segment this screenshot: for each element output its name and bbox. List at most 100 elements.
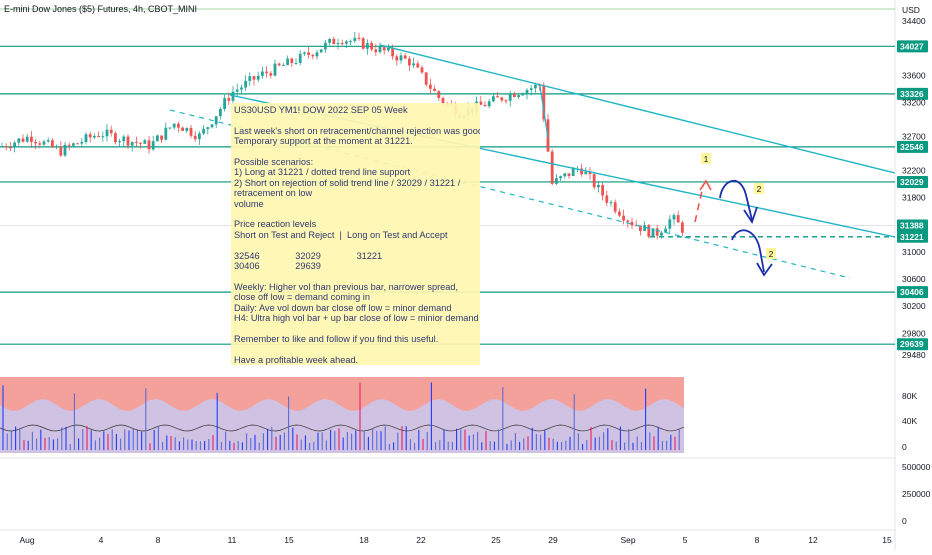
candle-body-59 bbox=[248, 76, 252, 81]
candle-body-85 bbox=[357, 37, 361, 39]
candle-body-143 bbox=[601, 185, 604, 196]
candle-body-69 bbox=[290, 58, 294, 64]
annotation-label-2: 2 bbox=[769, 249, 774, 259]
currency-label: USD bbox=[902, 5, 920, 15]
candle-body-133 bbox=[559, 176, 562, 179]
candle-body-105 bbox=[441, 97, 445, 104]
level-tag-7 bbox=[897, 338, 928, 351]
candle-body-58 bbox=[244, 80, 247, 88]
candle-body-94 bbox=[395, 56, 399, 61]
candle-body-148 bbox=[622, 215, 625, 221]
candle-body-22 bbox=[93, 136, 96, 138]
annotation-label-1: 2 bbox=[757, 184, 762, 194]
candle-body-102 bbox=[429, 84, 432, 89]
analysis-note[interactable]: US30USD YM1! DOW 2022 SEP 05 Week Last w… bbox=[231, 103, 480, 365]
candle-body-6 bbox=[25, 136, 29, 142]
candle-body-88 bbox=[370, 43, 373, 50]
candle-body-34 bbox=[143, 140, 147, 144]
candle-body-66 bbox=[277, 63, 281, 66]
candle-body-98 bbox=[412, 63, 415, 66]
candle-body-125 bbox=[525, 89, 529, 95]
candle-body-62 bbox=[261, 71, 264, 76]
candle-body-114 bbox=[479, 101, 483, 105]
volume-tick-1: 40K bbox=[902, 416, 917, 426]
candle-body-48 bbox=[202, 129, 205, 134]
candle-body-10 bbox=[42, 141, 46, 145]
time-label-13: 15 bbox=[882, 535, 892, 545]
scenario-1-arrowhead bbox=[699, 179, 712, 191]
volume-average-line bbox=[0, 424, 685, 432]
level-tag-6 bbox=[897, 286, 928, 299]
candle-body-28 bbox=[118, 141, 121, 143]
candle-body-0 bbox=[0, 146, 4, 148]
candle-body-89 bbox=[374, 49, 378, 53]
candle-body-95 bbox=[399, 55, 403, 61]
candle-body-142 bbox=[597, 185, 600, 188]
candle-body-47 bbox=[198, 133, 201, 140]
candle-body-60 bbox=[252, 76, 256, 80]
time-label-8: 29 bbox=[548, 535, 558, 545]
level-tag-text-6: 30406 bbox=[900, 287, 924, 297]
candle-body-39 bbox=[164, 127, 168, 140]
price-tick-3: 32700 bbox=[902, 131, 926, 141]
volume-pane: 80K 40K 0 500000 250000 0 bbox=[0, 377, 931, 526]
candle-body-25 bbox=[105, 129, 109, 137]
candle-body-36 bbox=[151, 141, 155, 150]
candle-body-27 bbox=[114, 133, 117, 143]
candle-body-70 bbox=[294, 62, 298, 64]
candle-body-91 bbox=[382, 46, 386, 51]
candle-body-16 bbox=[67, 144, 71, 146]
candle-body-136 bbox=[571, 168, 575, 176]
candle-body-161 bbox=[676, 215, 680, 223]
candle-body-15 bbox=[63, 144, 67, 156]
symbol-title[interactable]: E-mini Dow Jones ($5) Futures, 4h, CBOT_… bbox=[4, 4, 198, 14]
candle-body-87 bbox=[366, 43, 369, 49]
candle-body-124 bbox=[521, 94, 525, 96]
time-label-2: 8 bbox=[156, 535, 161, 545]
candle-body-79 bbox=[332, 38, 336, 45]
candle-body-21 bbox=[88, 134, 92, 138]
candle-body-38 bbox=[160, 135, 163, 140]
candle-body-32 bbox=[135, 141, 138, 143]
candle-body-11 bbox=[46, 140, 50, 142]
candle-body-104 bbox=[437, 91, 441, 98]
candle-body-131 bbox=[550, 151, 554, 184]
candle-body-33 bbox=[139, 142, 142, 144]
channel-connector bbox=[539, 85, 549, 139]
level-tag-text-1: 33326 bbox=[900, 89, 924, 99]
candle-body-1 bbox=[4, 146, 8, 148]
time-label-1: 4 bbox=[99, 535, 104, 545]
candle-body-35 bbox=[147, 140, 151, 150]
candle-body-97 bbox=[408, 58, 411, 66]
candle-body-52 bbox=[219, 108, 222, 117]
scenario-1-path bbox=[694, 185, 704, 223]
candle-body-46 bbox=[193, 135, 197, 140]
annotation-label-0: 1 bbox=[704, 154, 709, 164]
candle-body-153 bbox=[643, 225, 646, 231]
volume-tick-2: 0 bbox=[902, 442, 907, 452]
candle-body-37 bbox=[156, 135, 159, 142]
scenario-2-lower-path bbox=[731, 229, 765, 273]
time-label-0: Aug bbox=[19, 535, 34, 545]
time-label-4: 15 bbox=[284, 535, 294, 545]
annotation-badge-2 bbox=[766, 248, 776, 259]
candle-body-144 bbox=[605, 195, 609, 203]
price-tick-1: 33600 bbox=[902, 70, 926, 80]
candle-body-63 bbox=[265, 71, 268, 74]
candle-body-40 bbox=[168, 127, 172, 129]
candle-body-41 bbox=[172, 123, 176, 128]
candle-body-120 bbox=[504, 100, 508, 102]
time-label-10: 5 bbox=[683, 535, 688, 545]
candle-body-128 bbox=[538, 84, 541, 86]
candle-body-77 bbox=[324, 42, 327, 50]
candle-body-96 bbox=[403, 55, 407, 59]
annotation-badge-0 bbox=[701, 153, 711, 164]
candle-body-45 bbox=[189, 127, 193, 136]
candle-body-8 bbox=[34, 141, 37, 144]
price-tick-0: 34400 bbox=[902, 16, 926, 26]
candle-body-51 bbox=[214, 116, 218, 125]
candle-body-31 bbox=[130, 141, 134, 146]
candle-body-92 bbox=[387, 47, 390, 51]
annotation-badge-1 bbox=[754, 183, 764, 194]
